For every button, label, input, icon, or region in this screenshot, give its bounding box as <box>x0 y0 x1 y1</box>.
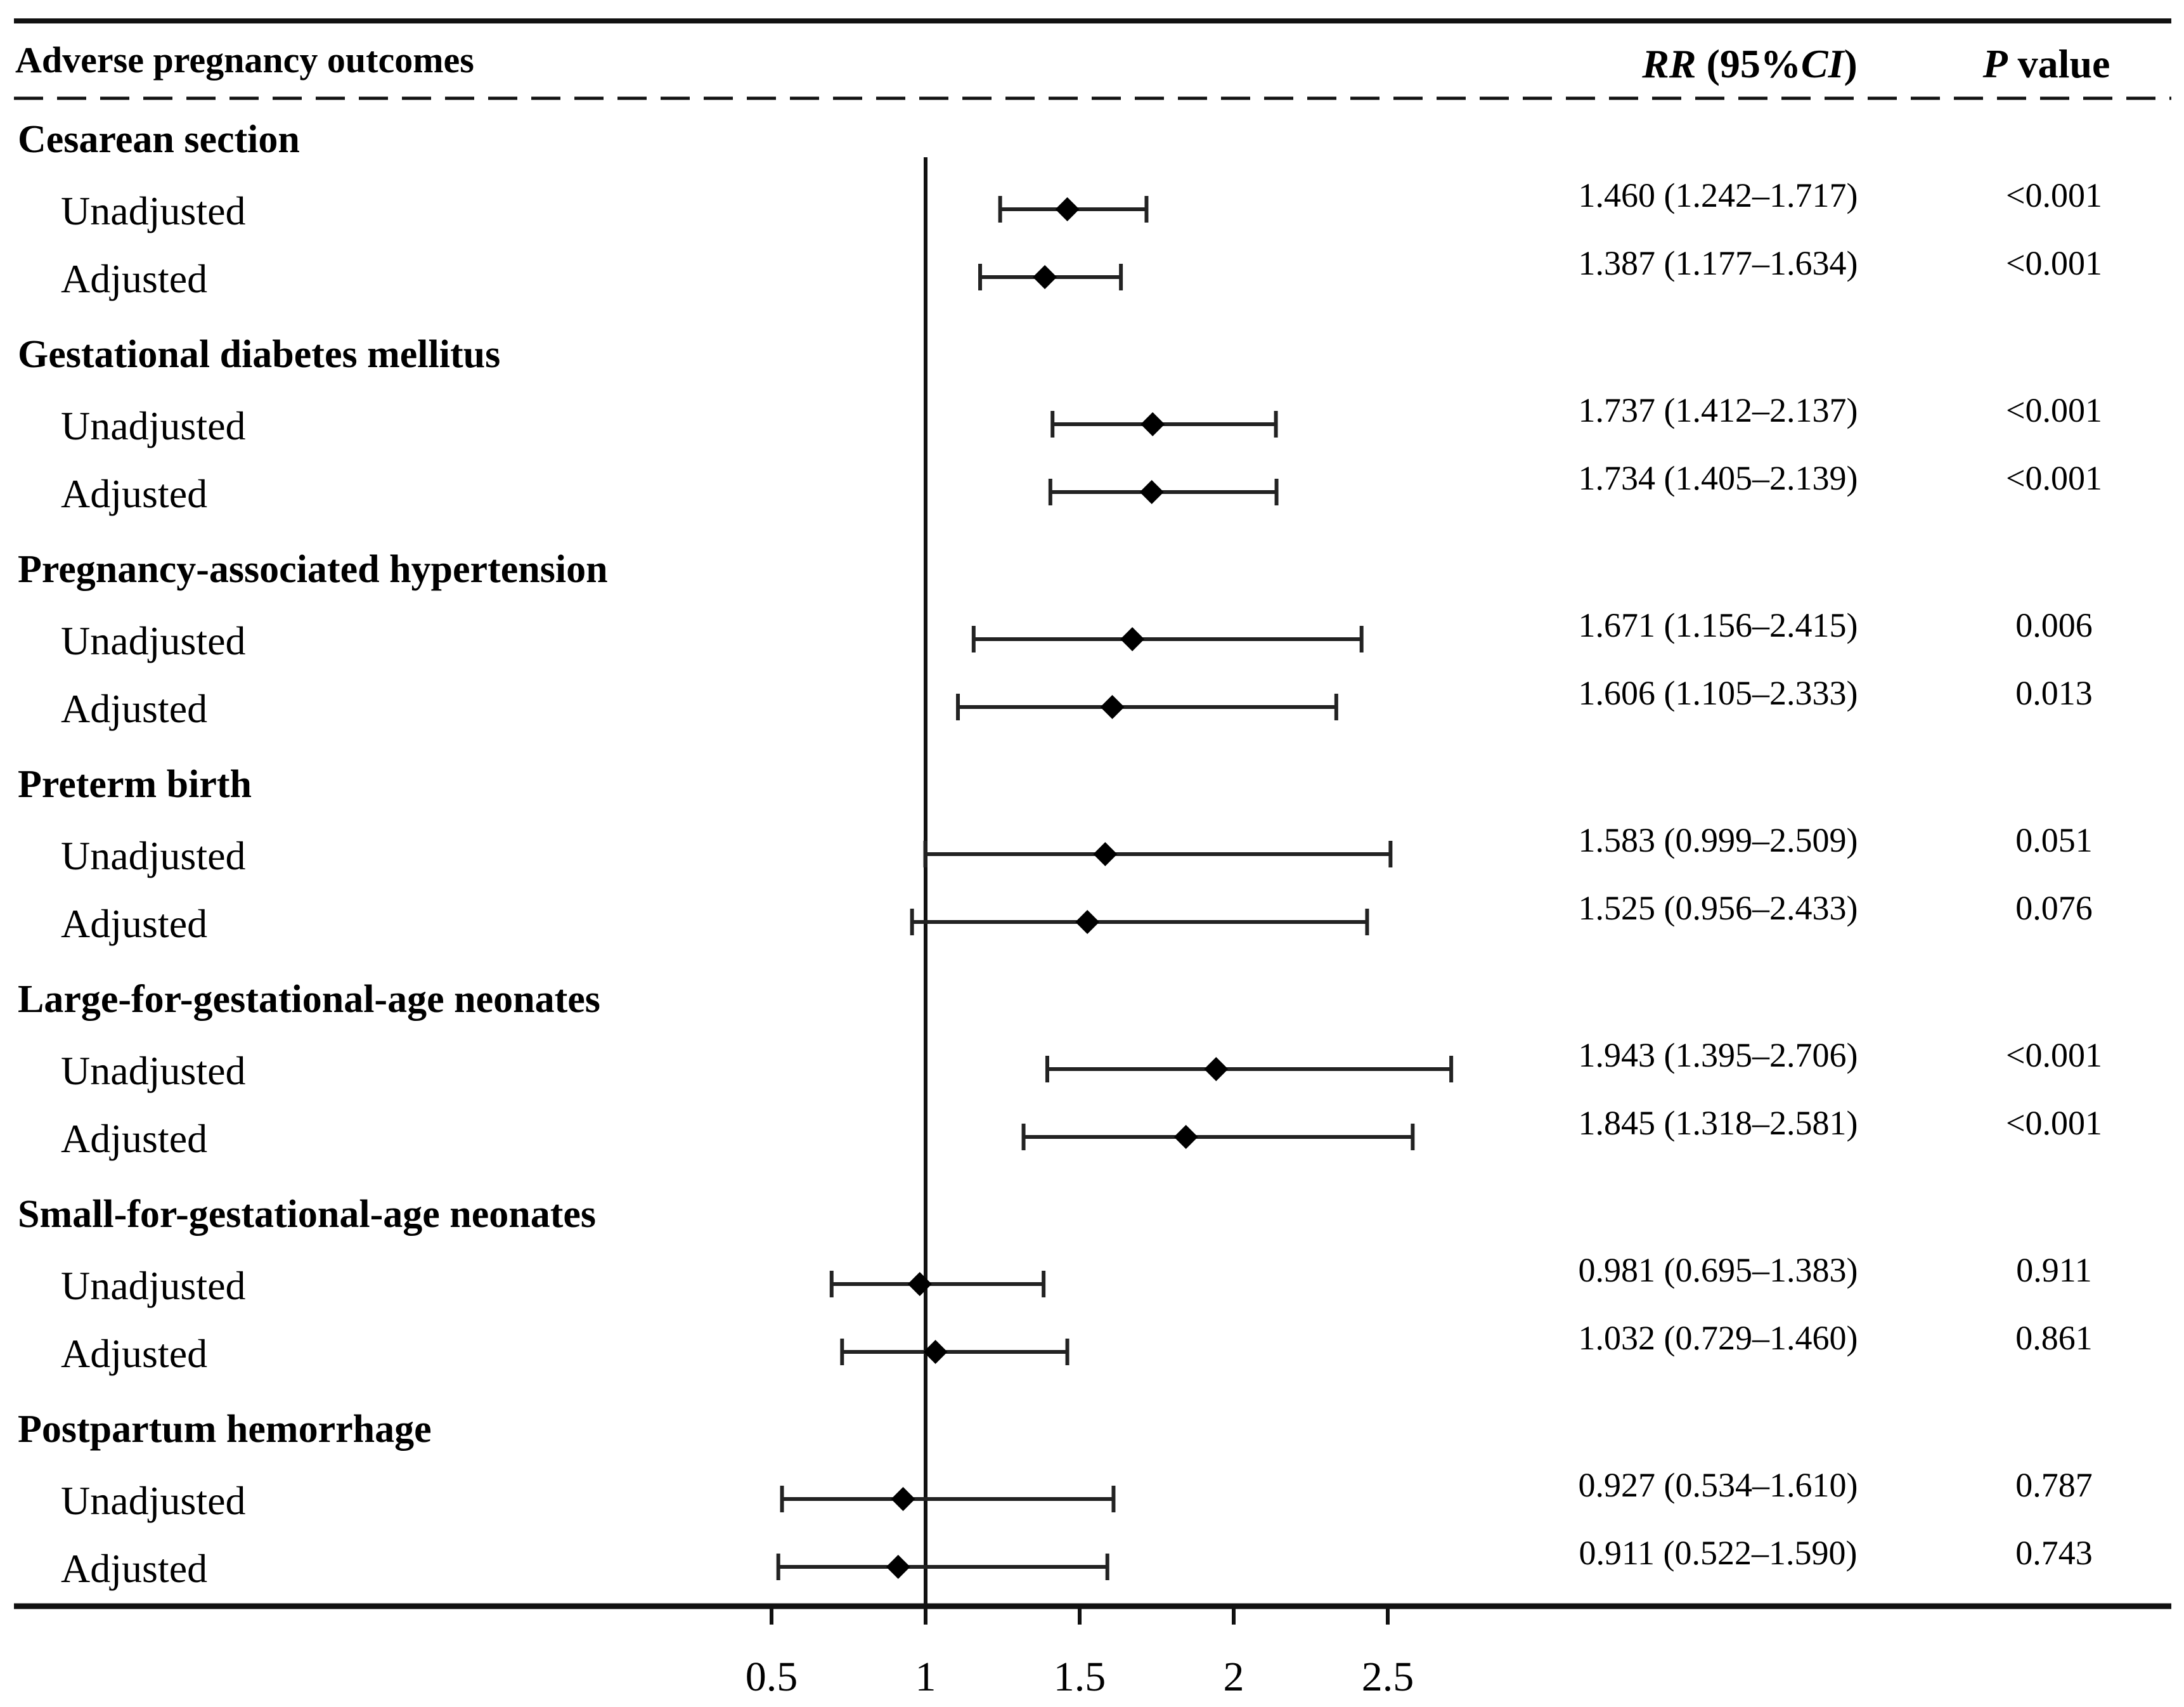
row-label: Unadjusted <box>61 1048 246 1093</box>
row-label: Adjusted <box>61 1116 207 1161</box>
row-label: Unadjusted <box>61 188 246 233</box>
group-label: Gestational diabetes mellitus <box>18 333 500 376</box>
row-label: Adjusted <box>61 1546 207 1591</box>
row-label: Adjusted <box>61 686 207 731</box>
point-estimate-marker <box>886 1555 910 1579</box>
group-label: Cesarean section <box>18 118 300 161</box>
rr-ci-value: 1.734 (1.405–2.139) <box>1579 459 1858 497</box>
x-tick-label: 2.5 <box>1362 1654 1414 1700</box>
point-estimate-marker <box>891 1487 915 1511</box>
rr-ci-value: 0.927 (0.534–1.610) <box>1579 1466 1858 1504</box>
header-rr-end: ) <box>1844 41 1857 86</box>
point-estimate-marker <box>1140 412 1165 436</box>
point-estimate-marker <box>1204 1057 1229 1081</box>
point-estimate-marker <box>1055 197 1080 221</box>
rr-ci-value: 1.032 (0.729–1.460) <box>1579 1319 1858 1357</box>
p-value: <0.001 <box>2006 459 2102 497</box>
p-value: 0.013 <box>2015 674 2093 712</box>
p-value: <0.001 <box>2006 176 2102 214</box>
header-outcome-label: Adverse pregnancy outcomes <box>15 39 474 81</box>
header-rr-mid: (95% <box>1696 41 1801 86</box>
point-estimate-marker <box>1120 627 1145 651</box>
row-label: Unadjusted <box>61 833 246 878</box>
p-value: 0.006 <box>2015 606 2093 644</box>
point-estimate-marker <box>907 1272 932 1296</box>
x-tick-label: 0.5 <box>746 1654 798 1700</box>
row-label: Unadjusted <box>61 1263 246 1308</box>
point-estimate-marker <box>1100 695 1125 719</box>
point-estimate-marker <box>1139 480 1164 504</box>
x-tick-label: 2 <box>1224 1654 1244 1700</box>
p-value: 0.743 <box>2015 1534 2093 1572</box>
rr-ci-value: 1.845 (1.318–2.581) <box>1579 1104 1858 1142</box>
rr-ci-value: 1.671 (1.156–2.415) <box>1579 606 1858 644</box>
header-p-label: P value <box>1982 41 2110 86</box>
p-value: 0.051 <box>2015 821 2093 859</box>
header-rr-italic: RR <box>1641 41 1696 86</box>
group-label: Postpartum hemorrhage <box>18 1408 432 1451</box>
point-estimate-marker <box>1093 842 1118 866</box>
header-ci-italic: CI <box>1801 41 1845 86</box>
row-label: Unadjusted <box>61 403 246 448</box>
rr-ci-value: 1.606 (1.105–2.333) <box>1579 674 1858 712</box>
group-label: Small-for-gestational-age neonates <box>18 1193 596 1236</box>
row-label: Unadjusted <box>61 618 246 663</box>
rr-ci-value: 1.525 (0.956–2.433) <box>1579 889 1858 927</box>
group-label: Pregnancy-associated hypertension <box>18 548 608 591</box>
p-value: 0.911 <box>2016 1251 2092 1289</box>
p-value: 0.787 <box>2015 1466 2093 1504</box>
p-value: <0.001 <box>2006 391 2102 429</box>
row-label: Adjusted <box>61 256 207 301</box>
rr-ci-value: 1.943 (1.395–2.706) <box>1579 1036 1858 1074</box>
header-rr-label: RR (95%CI) <box>1641 41 1858 86</box>
p-value: <0.001 <box>2006 1104 2102 1142</box>
rr-ci-value: 1.583 (0.999–2.509) <box>1579 821 1858 859</box>
row-label: Adjusted <box>61 901 207 946</box>
point-estimate-marker <box>1173 1125 1198 1149</box>
x-tick-label: 1 <box>915 1654 936 1700</box>
row-label: Unadjusted <box>61 1478 246 1523</box>
point-estimate-marker <box>1075 910 1100 934</box>
p-value: 0.861 <box>2015 1319 2093 1357</box>
rr-ci-value: 0.911 (0.522–1.590) <box>1579 1534 1858 1572</box>
rr-ci-value: 1.460 (1.242–1.717) <box>1579 176 1858 214</box>
row-label: Adjusted <box>61 1331 207 1376</box>
header-p-rest: value <box>2008 41 2110 86</box>
rr-ci-value: 1.387 (1.177–1.634) <box>1579 244 1858 282</box>
rr-ci-value: 1.737 (1.412–2.137) <box>1579 391 1858 429</box>
group-label: Preterm birth <box>18 763 252 806</box>
header-p-italic: P <box>1982 41 2008 86</box>
p-value: <0.001 <box>2006 244 2102 282</box>
p-value: <0.001 <box>2006 1036 2102 1074</box>
group-label: Large-for-gestational-age neonates <box>18 978 600 1021</box>
rr-ci-value: 0.981 (0.695–1.383) <box>1579 1251 1858 1289</box>
point-estimate-marker <box>1033 265 1057 289</box>
p-value: 0.076 <box>2015 889 2093 927</box>
point-estimate-marker <box>923 1340 948 1364</box>
row-label: Adjusted <box>61 471 207 516</box>
x-tick-label: 1.5 <box>1054 1654 1106 1700</box>
